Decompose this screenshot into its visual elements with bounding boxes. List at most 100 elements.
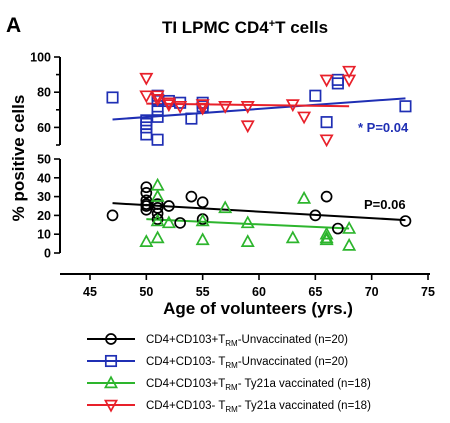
data-point-triangle-down <box>150 90 165 104</box>
legend-label: CD4+CD103- TRM-Unvaccinated (n=20) <box>146 356 348 370</box>
data-point-triangle-up <box>319 230 334 244</box>
y-tick-label: 50 <box>37 153 51 167</box>
y-tick-label: 30 <box>37 190 51 204</box>
data-point-circle <box>185 190 198 203</box>
data-point-triangle-down <box>173 101 188 114</box>
data-point-square <box>140 121 153 134</box>
data-point-triangle-down <box>195 99 210 113</box>
x-tick-label: 55 <box>196 285 210 299</box>
data-point-triangle-up <box>150 230 165 244</box>
y-axis-title: % positive cells <box>9 95 28 222</box>
data-point-triangle-up <box>218 200 233 214</box>
points-layer <box>106 65 412 251</box>
data-point-triangle-up <box>240 234 255 247</box>
data-point-square <box>320 116 333 129</box>
data-point-square <box>331 73 344 86</box>
data-point-triangle-up <box>150 213 165 227</box>
data-point-circle <box>140 186 153 199</box>
data-point-triangle-up <box>195 232 210 246</box>
data-point-triangle-up <box>240 215 255 229</box>
fit-lines-layer <box>112 97 406 230</box>
x-tick-label: 60 <box>252 285 266 299</box>
data-point-circle <box>163 200 175 212</box>
legend: CD4+CD103+TRM-Unvaccinated (n=20) CD4+CD1… <box>87 333 371 414</box>
data-point-triangle-down <box>285 99 300 113</box>
data-point-triangle-up <box>139 234 154 247</box>
x-tick-label: 50 <box>139 285 153 299</box>
data-point-circle <box>320 190 333 203</box>
data-point-circle <box>140 200 153 212</box>
legend-label: CD4+CD103+TRM- Ty21a vaccinated (n=18) <box>146 378 371 392</box>
annotations-layer: * P=0.04 P=0.06 <box>358 120 409 212</box>
chart-title-tail: T cells <box>275 18 328 37</box>
fit-line <box>146 218 350 230</box>
data-point-circle <box>140 181 153 194</box>
data-point-square <box>309 89 322 102</box>
data-point-triangle-up <box>342 237 357 251</box>
data-point-triangle-down <box>195 102 210 116</box>
data-point-circle <box>196 196 209 209</box>
data-point-triangle-down <box>297 111 312 125</box>
data-point-square <box>140 117 153 130</box>
data-point-circle <box>151 202 164 214</box>
chart-title: TI LPMC CD4+T cells <box>162 18 328 37</box>
data-point-triangle-up <box>297 190 312 204</box>
data-point-triangle-down <box>319 134 334 148</box>
data-point-triangle-up <box>161 215 176 229</box>
data-point-circle <box>399 215 412 227</box>
legend-label: CD4+CD103+TRM-Unvaccinated (n=20) <box>146 334 348 348</box>
y-tick-label: 10 <box>37 228 51 242</box>
x-axis-title: Age of volunteers (yrs.) <box>163 299 353 318</box>
legend-label: CD4+CD103- TRM- Ty21a vaccinated (n=18) <box>146 400 371 414</box>
data-point-triangle-up <box>195 213 210 227</box>
y-tick-label: 100 <box>30 51 51 65</box>
data-point-square <box>151 110 164 123</box>
data-point-circle <box>151 207 164 220</box>
x-tick-label: 75 <box>421 285 435 299</box>
data-point-triangle-down <box>139 72 154 86</box>
data-point-triangle-up <box>319 226 334 240</box>
y-tick-label: 80 <box>37 86 51 100</box>
data-point-triangle-down <box>218 101 233 114</box>
data-point-triangle-down <box>161 99 176 113</box>
data-point-triangle-down <box>319 74 334 88</box>
chart-title-sup: + <box>269 18 275 30</box>
data-point-circle <box>309 209 322 222</box>
data-point-circle <box>140 203 153 216</box>
panel-letter: A <box>6 14 21 37</box>
data-point-square <box>331 77 344 90</box>
data-point-square <box>106 91 119 104</box>
data-point-triangle-down <box>240 101 255 114</box>
data-point-triangle-up <box>150 189 165 202</box>
annotation-pvalue-blue: * P=0.04 <box>358 120 409 135</box>
data-point-triangle-down <box>342 65 357 79</box>
axes-layer: 60 80 100 0 10 20 30 40 50 45 50 55 60 65 70 75 <box>30 51 435 300</box>
annotation-pvalue-black: P=0.06 <box>364 197 406 212</box>
data-point-triangle-up <box>342 220 357 234</box>
data-point-circle <box>332 222 344 235</box>
chart-title-main: TI LPMC CD4 <box>162 18 269 37</box>
x-tick-label: 70 <box>365 285 379 299</box>
y-tick-label: 0 <box>44 247 51 261</box>
data-point-triangle-up <box>150 177 165 191</box>
fit-line <box>112 97 406 121</box>
x-tick-label: 45 <box>83 285 97 299</box>
data-point-triangle-down <box>139 90 154 104</box>
data-point-square <box>140 128 153 141</box>
data-point-triangle-up <box>319 232 334 246</box>
data-point-square <box>399 100 412 113</box>
data-point-triangle-down <box>150 93 165 107</box>
data-point-triangle-down <box>342 74 357 88</box>
legend-marker <box>105 333 117 345</box>
y-tick-label: 40 <box>37 171 51 185</box>
legend-marker <box>103 399 119 413</box>
legend-marker <box>103 375 119 389</box>
fit-line <box>146 102 350 108</box>
data-point-circle <box>174 217 186 229</box>
y-tick-label: 60 <box>37 121 51 135</box>
data-point-circle <box>106 209 119 222</box>
x-tick-label: 65 <box>308 285 322 299</box>
data-point-triangle-up <box>285 230 300 244</box>
data-point-square <box>151 133 164 146</box>
